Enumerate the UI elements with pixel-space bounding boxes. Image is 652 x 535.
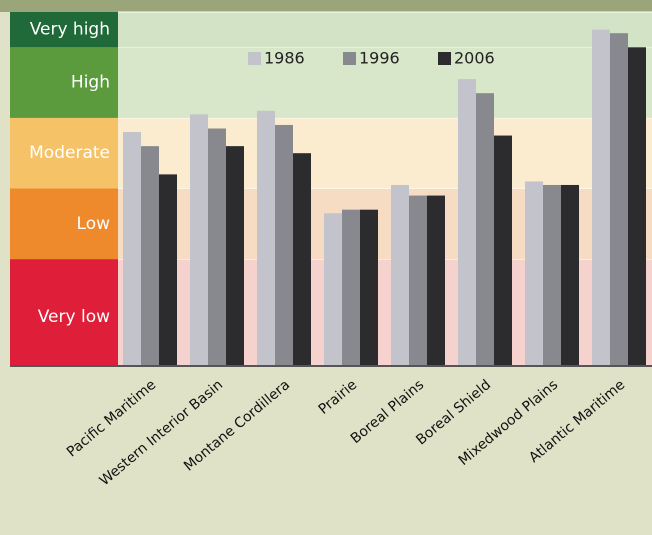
bar: [427, 195, 445, 365]
band-swatch: [10, 188, 118, 260]
bar: [476, 93, 494, 365]
band-tint: [118, 47, 652, 118]
bar: [561, 184, 579, 365]
band-swatch: [10, 259, 118, 365]
bar: [159, 174, 177, 365]
bar: [391, 184, 409, 365]
bar: [123, 132, 141, 365]
legend-swatch: [343, 52, 356, 65]
band-label: Moderate: [29, 143, 110, 163]
band-label: Very low: [38, 307, 110, 327]
bar: [360, 209, 378, 365]
bar: [257, 110, 275, 365]
band-label: Very high: [30, 20, 110, 40]
bar: [543, 184, 561, 365]
bar: [293, 153, 311, 365]
bar: [324, 213, 342, 365]
bar: [610, 33, 628, 366]
legend-swatch: [248, 52, 261, 65]
backdrop: [0, 0, 652, 12]
band-label: High: [71, 73, 110, 93]
legend-label: 1986: [264, 49, 305, 68]
legend-label: 2006: [454, 49, 495, 68]
bar: [525, 181, 543, 365]
bar: [141, 146, 159, 365]
legend-swatch: [438, 52, 451, 65]
bar: [409, 195, 427, 365]
band-tint: [118, 12, 652, 48]
bar: [275, 124, 293, 366]
bar: [458, 79, 476, 365]
bar: [628, 47, 646, 366]
x-tick-label: Western Interior Basin: [97, 377, 227, 489]
legend-label: 1996: [359, 49, 400, 68]
bar: [494, 135, 512, 365]
bar: [190, 114, 208, 366]
bar: [342, 209, 360, 365]
band-label: Low: [77, 214, 111, 234]
band-swatch: [10, 12, 118, 48]
bar: [208, 128, 226, 365]
band-swatch: [10, 47, 118, 118]
bar: [592, 29, 610, 366]
x-tick-label: Prairie: [316, 377, 361, 418]
band-swatch: [10, 117, 118, 189]
bar: [226, 146, 244, 365]
